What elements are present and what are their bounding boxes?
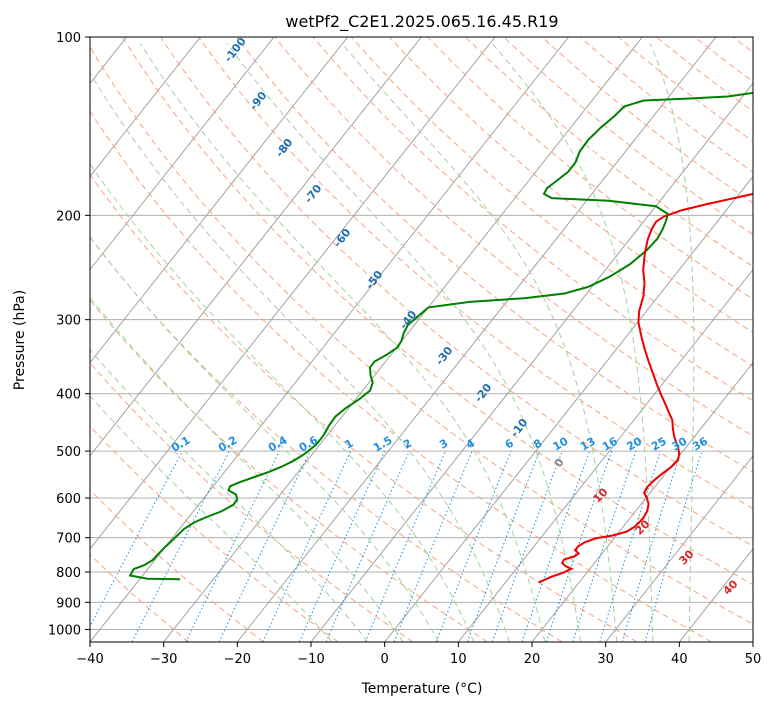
x-tick-label--40: −40	[76, 652, 103, 667]
mixing-ratio-line-25	[599, 450, 662, 642]
y-tick-label-200: 200	[56, 209, 81, 224]
mixing-ratio-line-36	[644, 450, 703, 642]
mixing-ratio-line-0.6	[218, 450, 311, 642]
dewpoint-series-line	[128, 91, 753, 581]
y-tick-label-400: 400	[56, 388, 81, 403]
dry-adiabat--10	[90, 425, 339, 642]
mixing-ratio-line-30	[621, 450, 682, 642]
x-tick-label--10: −10	[297, 652, 324, 667]
isotherm--20	[236, 37, 717, 642]
isotherm--50	[90, 37, 496, 550]
dry-adiabat-190	[618, 37, 753, 142]
mixing-ratio-line-1	[262, 450, 352, 642]
isotherm-lines	[90, 37, 753, 642]
moist-adiabat-5	[90, 235, 439, 642]
x-tick-label-50: 50	[745, 652, 762, 667]
isotherm--80	[90, 37, 275, 271]
y-tick-label-500: 500	[56, 445, 81, 460]
dry-adiabat-160	[503, 37, 753, 236]
dry-adiabat-100	[274, 37, 753, 437]
mixing-ratio-line-0.4	[185, 450, 280, 642]
y-tick-label-800: 800	[56, 566, 81, 581]
x-tick-label-40: 40	[671, 652, 688, 667]
isotherm--60	[90, 37, 422, 457]
moist-adiabat-10	[90, 163, 475, 642]
mixing-ratio-lines	[90, 450, 703, 642]
isotherm--90	[90, 37, 201, 178]
mixing-ratio-line-1.5	[298, 450, 386, 642]
dry-adiabat-10	[90, 299, 488, 642]
mixing-ratio-line-2	[325, 450, 410, 642]
moist-adiabat-0	[90, 296, 404, 642]
x-tick-label--30: −30	[150, 652, 177, 667]
mixing-ratio-line-10	[491, 450, 563, 642]
moist-adiabat--5	[90, 348, 369, 642]
x-axis-ticks: −40 −30 −20 −10 0 10 20 30 40 50	[76, 642, 761, 667]
background-lines	[90, 37, 753, 642]
y-tick-label-900: 900	[56, 596, 81, 611]
y-tick-label-1000: 1000	[48, 623, 81, 638]
mixing-ratio-line-20	[572, 450, 637, 642]
isotherm-10	[457, 268, 753, 642]
temperature-series-line	[538, 192, 753, 584]
x-tick-label-20: 20	[524, 652, 541, 667]
y-axis-ticks: 100 200 300 400 500 600 700 800 900 1000	[48, 31, 90, 638]
moist-adiabat-20	[139, 43, 546, 642]
x-tick-label-10: 10	[450, 652, 467, 667]
y-tick-label-100: 100	[56, 31, 81, 46]
moist-adiabat-30	[341, 43, 618, 642]
dry-adiabat-80	[198, 37, 753, 510]
dry-adiabat-40	[90, 110, 712, 642]
y-tick-label-600: 600	[56, 492, 81, 507]
dry-adiabat-20	[90, 236, 563, 642]
dry-adiabat-110	[312, 37, 753, 402]
x-tick-label-0: 0	[381, 652, 389, 667]
moist-adiabat-25	[226, 43, 582, 642]
dry-adiabat-150	[465, 37, 753, 268]
moist-adiabat-15	[90, 72, 510, 642]
y-tick-label-300: 300	[56, 314, 81, 329]
isotherm--70	[90, 37, 349, 364]
moist-adiabat-lines	[90, 43, 695, 642]
plot-frame	[89, 36, 754, 643]
x-tick-label-30: 30	[597, 652, 614, 667]
dry-adiabat-180	[579, 37, 753, 173]
dry-adiabat-170	[541, 37, 753, 204]
isotherm-30	[605, 455, 753, 642]
x-axis-label: Temperature (°C)	[361, 681, 483, 697]
isotherm--30	[163, 37, 643, 642]
dry-adiabat-120	[350, 37, 753, 367]
mixing-ratio-line-3	[364, 450, 447, 642]
y-axis-label: Pressure (hPa)	[12, 290, 28, 390]
moist-adiabat-40	[649, 43, 695, 642]
chart-title: wetPf2_C2E1.2025.065.16.45.R19	[285, 12, 558, 32]
y-tick-label-700: 700	[56, 532, 81, 547]
isotherm--40	[90, 37, 570, 642]
x-tick-label--20: −20	[224, 652, 251, 667]
mixing-ratio-line-13	[521, 450, 591, 642]
isotherm-20	[531, 361, 753, 642]
dry-adiabat-50	[90, 45, 753, 625]
sounding-profiles	[128, 91, 753, 584]
dry-adiabat-90	[236, 37, 753, 473]
isotherm-0	[384, 175, 753, 642]
